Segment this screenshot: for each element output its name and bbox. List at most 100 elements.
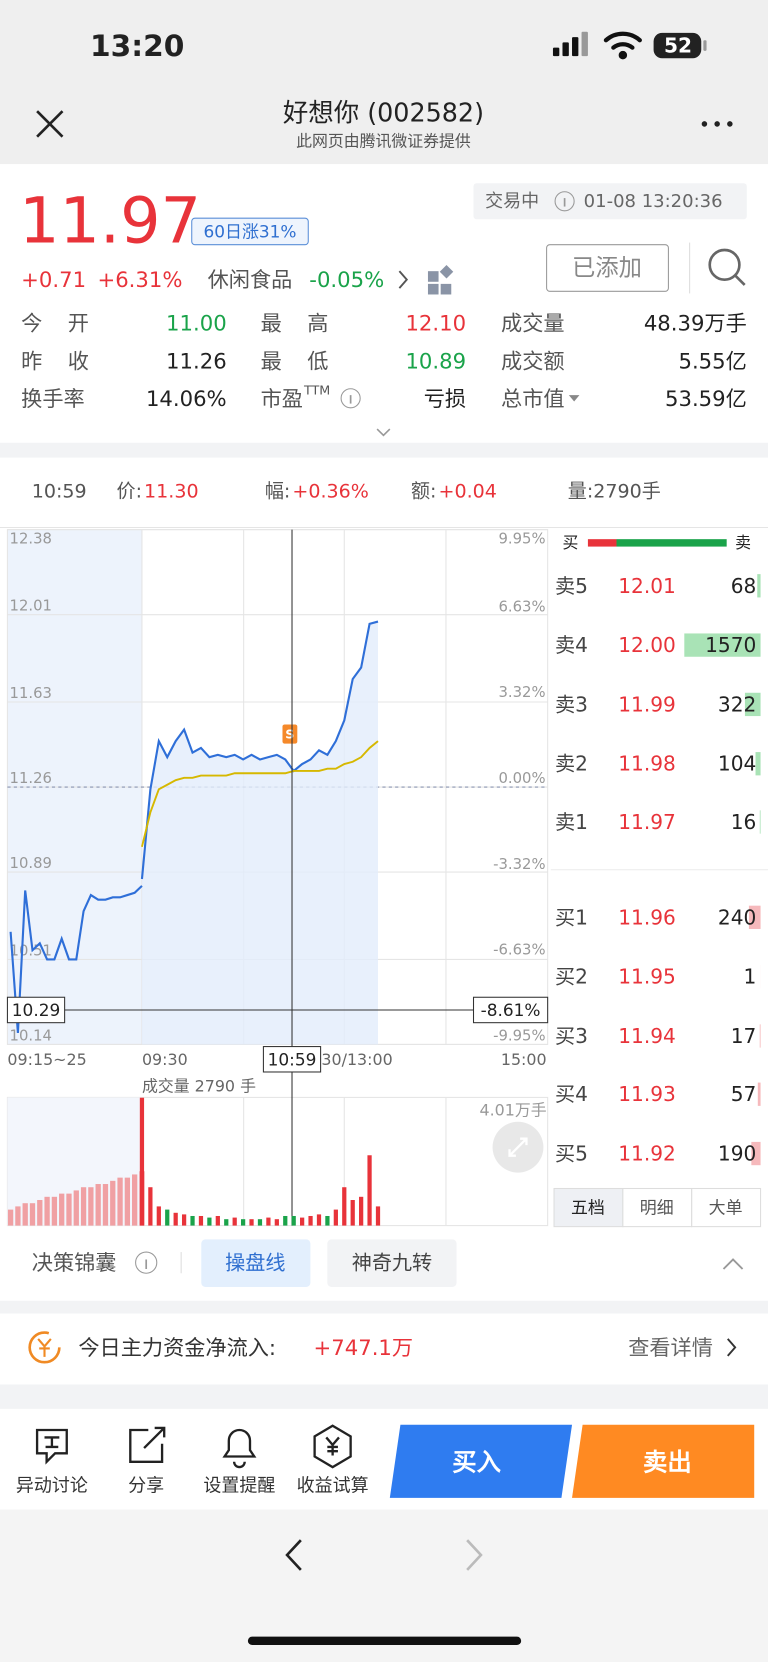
collapse-chevron[interactable] xyxy=(722,1258,744,1270)
info-icon xyxy=(340,388,361,409)
volume-bar xyxy=(95,1184,101,1226)
info-label: 幅: xyxy=(265,481,290,503)
volume-bar xyxy=(342,1187,347,1226)
stat-value: 53.59亿 xyxy=(665,386,747,411)
search-button[interactable] xyxy=(708,248,746,286)
dropdown-arrow xyxy=(568,395,580,402)
book-tab-label: 五档 xyxy=(571,1198,605,1218)
qty-bar xyxy=(755,752,761,776)
info-icon[interactable] xyxy=(554,191,575,212)
book-tab[interactable] xyxy=(553,1187,624,1228)
separator xyxy=(0,1300,768,1314)
stat-label: 总市值 xyxy=(501,386,565,411)
qty-bar xyxy=(748,905,761,929)
close-button[interactable] xyxy=(36,110,64,138)
timestamp: 01-08 13:20:36 xyxy=(584,191,723,212)
toolbar-label[interactable]: 收益试算 xyxy=(297,1476,369,1497)
page-subtitle: 此网页由腾讯微证券提供 xyxy=(296,131,471,150)
volume-bar xyxy=(132,1174,138,1226)
book-qty: 1570 xyxy=(705,633,756,657)
crosshair-time: 10:59 xyxy=(268,1049,317,1069)
ratio-bar xyxy=(616,539,727,547)
fullscreen-icon xyxy=(508,1137,528,1157)
info-icon[interactable] xyxy=(135,1251,158,1274)
tag: 60日涨31% xyxy=(203,221,296,241)
back-button[interactable] xyxy=(285,1539,302,1571)
book-label: 买1 xyxy=(555,905,588,929)
sell-button[interactable] xyxy=(572,1424,755,1498)
book-price: 11.95 xyxy=(618,965,676,989)
book-label: 买4 xyxy=(555,1082,588,1106)
volume-bar xyxy=(359,1196,364,1226)
volume-bar xyxy=(7,1209,14,1226)
volume-bar xyxy=(367,1155,372,1226)
volume-bar xyxy=(232,1217,237,1226)
stat-label-sup: TTM xyxy=(303,382,330,397)
x-tick-label: 15:00 xyxy=(501,1050,547,1069)
header-bg xyxy=(0,0,768,165)
volume-bar xyxy=(257,1219,263,1226)
volume-bar xyxy=(308,1215,313,1226)
book-label: 卖2 xyxy=(555,752,588,776)
y-tick-label: 10.14 xyxy=(10,1027,52,1044)
stat-value: 11.26 xyxy=(166,349,227,374)
y2-tick-label: 9.95% xyxy=(498,531,545,548)
avg-line xyxy=(141,740,379,848)
volume-bar xyxy=(190,1215,195,1226)
battery-tip xyxy=(703,40,707,51)
separator xyxy=(0,1384,768,1409)
intraday-chart: 12.3812.0111.6311.2610.8910.5110.149.95%… xyxy=(6,529,549,1226)
toolbar-label[interactable]: 设置提醒 xyxy=(203,1476,275,1497)
stat-label: 成交额 xyxy=(501,349,565,374)
qty-bar xyxy=(684,633,761,657)
book-qty: 104 xyxy=(718,752,756,776)
volume-bar xyxy=(375,1206,381,1226)
crosshair-pct: -8.61% xyxy=(481,1000,541,1020)
stat-value: 14.06% xyxy=(146,386,227,411)
book-price: 11.96 xyxy=(618,905,676,929)
stat-value: 5.55亿 xyxy=(678,349,746,374)
volume-bar xyxy=(224,1219,229,1226)
price-line xyxy=(140,620,379,880)
book-tab-label: 明细 xyxy=(640,1198,674,1218)
grid-icon[interactable] xyxy=(427,264,454,295)
volume-bar xyxy=(102,1184,109,1226)
tab-bg[interactable] xyxy=(327,1239,457,1288)
home-indicator xyxy=(247,1636,522,1646)
stat-label: 成交量 xyxy=(501,311,565,336)
forward-button[interactable] xyxy=(466,1539,483,1571)
book-tab[interactable] xyxy=(691,1187,762,1228)
stat-value: 48.39万手 xyxy=(644,311,747,336)
qty-bar xyxy=(757,1082,761,1106)
watch-button[interactable] xyxy=(546,244,669,292)
expand-chevron[interactable] xyxy=(376,428,391,437)
toolbar-label[interactable]: 异动讨论 xyxy=(16,1476,88,1497)
book-price: 11.97 xyxy=(618,810,676,834)
book-label: 买5 xyxy=(555,1142,588,1166)
book-tab-label: 大单 xyxy=(709,1198,743,1218)
tag-box xyxy=(191,217,309,246)
buy-button[interactable] xyxy=(389,1424,573,1498)
book-tab[interactable] xyxy=(622,1187,693,1228)
book-qty: 17 xyxy=(731,1024,757,1048)
auction-line xyxy=(9,885,143,1034)
fund-link[interactable]: 查看详情 xyxy=(628,1335,713,1360)
info-amt: +0.04 xyxy=(439,481,497,503)
sector[interactable]: 休闲食品 xyxy=(208,267,293,292)
volume-bar xyxy=(110,1180,116,1226)
price-area xyxy=(141,621,378,1045)
more-button[interactable] xyxy=(701,121,733,127)
book-buy-head: 买 xyxy=(562,533,578,552)
info-label: 额: xyxy=(411,481,436,503)
x-tick-label: 09:15~25 xyxy=(7,1050,86,1069)
volume-bar xyxy=(207,1217,212,1226)
volume-bar xyxy=(80,1187,87,1226)
sector-chevron xyxy=(398,270,409,289)
qty-bar xyxy=(744,692,761,717)
toolbar-label[interactable]: 分享 xyxy=(128,1476,164,1497)
buy-label: 买入 xyxy=(452,1447,501,1476)
ratio-bar xyxy=(587,539,617,547)
tab-active[interactable] xyxy=(201,1239,311,1288)
